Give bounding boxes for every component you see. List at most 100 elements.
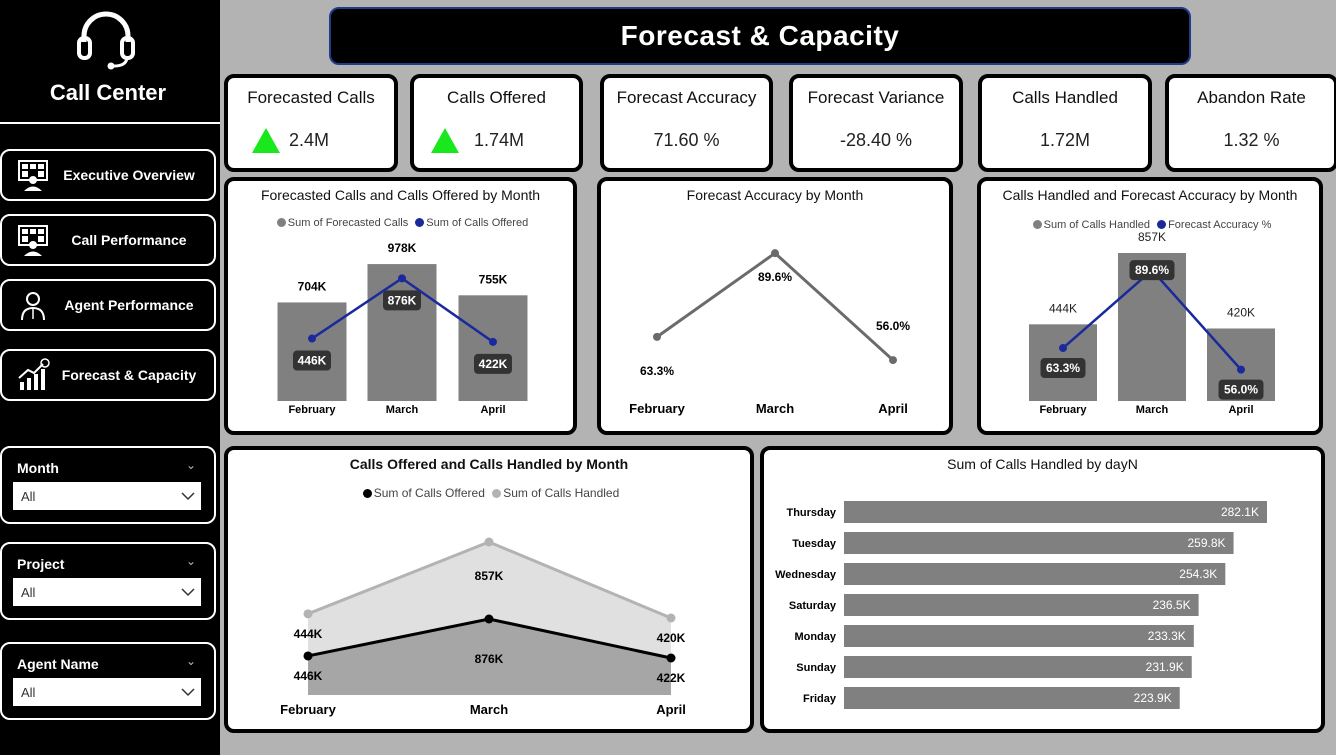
data-label: 755K bbox=[479, 272, 508, 286]
chart-title: Calls Offered and Calls Handled by Month bbox=[349, 456, 629, 472]
x-tick-label: April bbox=[656, 702, 686, 717]
data-label: 89.6% bbox=[1135, 263, 1169, 277]
legend-label: Sum of Calls Handled bbox=[503, 486, 620, 500]
line-point bbox=[1059, 344, 1067, 353]
data-label-bg bbox=[383, 290, 421, 311]
y-tick-label: Sunday bbox=[796, 662, 837, 674]
nav-label: Forecast & Capacity bbox=[61, 367, 197, 383]
nav-call-performance[interactable]: Call Performance bbox=[0, 214, 216, 266]
bar bbox=[844, 625, 1194, 647]
x-tick-label: April bbox=[480, 404, 505, 416]
executive-dashboard-icon bbox=[18, 160, 48, 191]
dropdown-value: All bbox=[21, 488, 36, 504]
chevron-down-icon bbox=[181, 588, 195, 597]
line-point bbox=[303, 651, 313, 661]
y-tick-label: Friday bbox=[803, 693, 837, 705]
y-tick-label: Thursday bbox=[786, 507, 836, 519]
legend-dot bbox=[276, 218, 286, 227]
dropdown-value: All bbox=[21, 584, 36, 600]
kpi-card-abandon-rate: Abandon Rate 1.32 % bbox=[1165, 74, 1336, 172]
line-point bbox=[489, 337, 497, 346]
chart-legend: Sum of Calls Handled Forecast Accuracy % bbox=[981, 219, 1319, 231]
data-label: 231.9K bbox=[1146, 660, 1184, 674]
kpi-value: 2.4M bbox=[289, 130, 330, 150]
line-point bbox=[308, 334, 316, 343]
dropdown-value: All bbox=[21, 684, 36, 700]
nav-agent-performance[interactable]: Agent Performance bbox=[0, 279, 216, 331]
chart-plot: 704K February 978K March 755K April 446K 876K 42… bbox=[277, 241, 528, 416]
chart-handled-vs-accuracy: Calls Handled and Forecast Accuracy by M… bbox=[977, 177, 1323, 435]
slicer-title: Month bbox=[17, 460, 59, 476]
bar bbox=[844, 656, 1192, 678]
legend-dot bbox=[1157, 220, 1167, 229]
kpi-title: Calls Handled bbox=[1012, 88, 1118, 107]
legend-label: Sum of Calls Handled bbox=[1043, 219, 1150, 231]
slicer-month: Month ⌄ All bbox=[0, 446, 216, 524]
kpi-card-calls-handled: Calls Handled 1.72M bbox=[978, 74, 1152, 172]
data-label: 446K bbox=[294, 669, 323, 683]
data-label: 446K bbox=[298, 354, 327, 368]
chevron-down-icon[interactable]: ⌄ bbox=[185, 554, 196, 568]
data-label: 876K bbox=[475, 652, 504, 666]
x-tick-label: March bbox=[756, 401, 794, 416]
bar bbox=[844, 594, 1199, 616]
chart-forecasted-vs-offered: Forecasted Calls and Calls Offered by Mo… bbox=[224, 177, 577, 435]
project-dropdown[interactable]: All bbox=[13, 578, 201, 606]
chart-title: Calls Handled and Forecast Accuracy by M… bbox=[1002, 187, 1298, 203]
nav-label: Agent Performance bbox=[64, 297, 194, 313]
kpi-value: 1.32 % bbox=[1223, 130, 1280, 150]
kpi-title: Calls Offered bbox=[447, 88, 546, 107]
chart-plot: 444K February 857K March 420K April 63.3% 89.6%… bbox=[1029, 230, 1275, 416]
agent-name-dropdown[interactable]: All bbox=[13, 678, 201, 706]
chart-legend: Sum of Forecasted Calls Sum of Calls Off… bbox=[228, 217, 573, 229]
data-label: 420K bbox=[1227, 305, 1255, 319]
data-label-bg bbox=[293, 350, 331, 371]
legend-dot bbox=[492, 489, 502, 498]
slicer-agent-name: Agent Name ⌄ All bbox=[0, 642, 216, 720]
nav-forecast-capacity[interactable]: Forecast & Capacity bbox=[0, 349, 216, 401]
x-tick-label: February bbox=[288, 404, 336, 416]
kpi-card-forecasted-calls: Forecasted Calls 2.4M bbox=[224, 74, 398, 172]
kpi-card-forecast-accuracy: Forecast Accuracy 71.60 % bbox=[600, 74, 773, 172]
data-label: 978K bbox=[388, 241, 417, 255]
x-tick-label: February bbox=[629, 401, 685, 416]
data-label: 56.0% bbox=[1224, 383, 1258, 397]
data-label: 420K bbox=[657, 631, 686, 645]
bar bbox=[844, 687, 1180, 709]
kpi-value: 71.60 % bbox=[653, 130, 720, 150]
data-label: 259.8K bbox=[1188, 536, 1226, 550]
data-label-bg bbox=[474, 353, 512, 374]
chart-plot: 444K 857K 420K 446K 876K 422K February March Apr… bbox=[280, 537, 686, 717]
data-label: 876K bbox=[388, 293, 417, 307]
line-point bbox=[1237, 365, 1245, 374]
line-point bbox=[484, 614, 494, 624]
agent-icon bbox=[21, 292, 45, 321]
line-point bbox=[889, 356, 897, 365]
legend-label: Sum of Forecasted Calls bbox=[287, 217, 409, 229]
kpi-value: 1.72M bbox=[1039, 130, 1091, 150]
chevron-down-icon[interactable]: ⌄ bbox=[185, 458, 196, 472]
kpi-value: -28.40 % bbox=[839, 130, 913, 150]
data-label: 236.5K bbox=[1153, 598, 1191, 612]
data-label: 233.3K bbox=[1148, 629, 1186, 643]
data-label: 857K bbox=[1138, 230, 1166, 244]
chart-title: Sum of Calls Handled by dayN bbox=[947, 456, 1138, 472]
nav-label: Call Performance bbox=[71, 232, 187, 248]
kpi-title: Forecast Accuracy bbox=[616, 88, 757, 107]
data-label: 89.6% bbox=[758, 270, 792, 284]
month-dropdown[interactable]: All bbox=[13, 482, 201, 510]
data-label: 56.0% bbox=[876, 319, 910, 333]
data-label: 63.3% bbox=[640, 364, 674, 378]
bar bbox=[458, 295, 528, 401]
data-label: 422K bbox=[657, 671, 686, 685]
legend-dot bbox=[1032, 220, 1042, 229]
chart-title: Forecasted Calls and Calls Offered by Mo… bbox=[260, 187, 541, 203]
line-point bbox=[666, 613, 676, 623]
data-label-bg bbox=[1218, 379, 1264, 400]
legend-dot bbox=[362, 489, 372, 498]
chevron-down-icon[interactable]: ⌄ bbox=[185, 654, 196, 668]
data-label: 282.1K bbox=[1221, 505, 1259, 519]
line-point bbox=[666, 653, 676, 663]
bar bbox=[367, 264, 437, 401]
nav-executive-overview[interactable]: Executive Overview bbox=[0, 149, 216, 201]
